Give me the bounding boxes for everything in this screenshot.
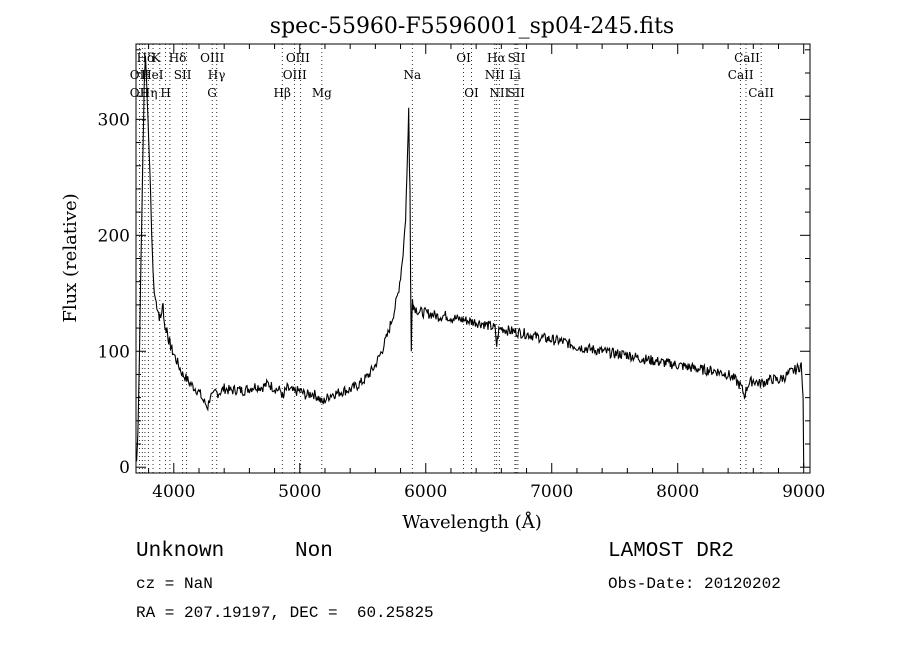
survey-name: LAMOST DR2 (608, 540, 735, 563)
x-tick-label: 9000 (782, 482, 825, 502)
spectral-subclass: Non (295, 540, 333, 563)
x-tick-label: 7000 (530, 482, 573, 502)
x-tick-label: 6000 (404, 482, 447, 502)
line-label: SII (507, 86, 525, 100)
x-tick-label: 8000 (656, 482, 699, 502)
line-label: Hβ (274, 86, 291, 100)
coordinates: RA = 207.19197, DEC = 60.25825 (136, 604, 434, 622)
y-tick-label: 200 (98, 226, 130, 246)
emission-line-markers (139, 44, 762, 473)
line-label: NII (489, 86, 509, 100)
line-label: Li (509, 68, 521, 82)
line-label: OIII (286, 51, 310, 65)
line-label: OI (464, 86, 479, 100)
line-label: SII (508, 51, 526, 65)
line-label: NII (485, 68, 505, 82)
line-label: OIII (200, 51, 224, 65)
line-label: SII (174, 68, 192, 82)
spectrum-line (136, 55, 805, 468)
redshift-cz: cz = NaN (136, 575, 213, 593)
spectral-class: Unknown (136, 540, 225, 563)
y-tick-label: 100 (98, 342, 130, 362)
line-label: CaII (734, 51, 760, 65)
line-label: H (160, 86, 170, 100)
line-label: Mg (312, 86, 332, 100)
x-tick-label: 5000 (278, 482, 321, 502)
line-label: OIII (283, 68, 307, 82)
line-label: G (207, 86, 217, 100)
line-label: Na (403, 68, 421, 82)
line-label: OI (456, 51, 471, 65)
line-label: K (152, 51, 162, 65)
y-tick-label: 300 (98, 110, 130, 130)
line-label: CaII (748, 86, 774, 100)
y-axis-label: Flux (relative) (60, 193, 81, 322)
plot-frame (135, 43, 811, 474)
x-axis-ticks: 4000 5000 6000 7000 8000 9000 (148, 44, 825, 502)
observation-date: Obs-Date: 20120202 (608, 575, 781, 593)
x-axis-label: Wavelength (Å) (402, 511, 542, 533)
chart-title: spec-55960-F5596001_sp04-245.fits (270, 14, 674, 39)
line-label: Hη (140, 86, 158, 100)
x-tick-label: 4000 (152, 482, 195, 502)
line-label: Hδ (169, 51, 187, 65)
line-label: Hα (487, 51, 506, 65)
line-label: CaII (728, 68, 754, 82)
line-label: Hγ (208, 68, 226, 82)
y-tick-label: 0 (119, 458, 130, 478)
y-axis-ticks: 0 100 200 300 (98, 49, 810, 478)
